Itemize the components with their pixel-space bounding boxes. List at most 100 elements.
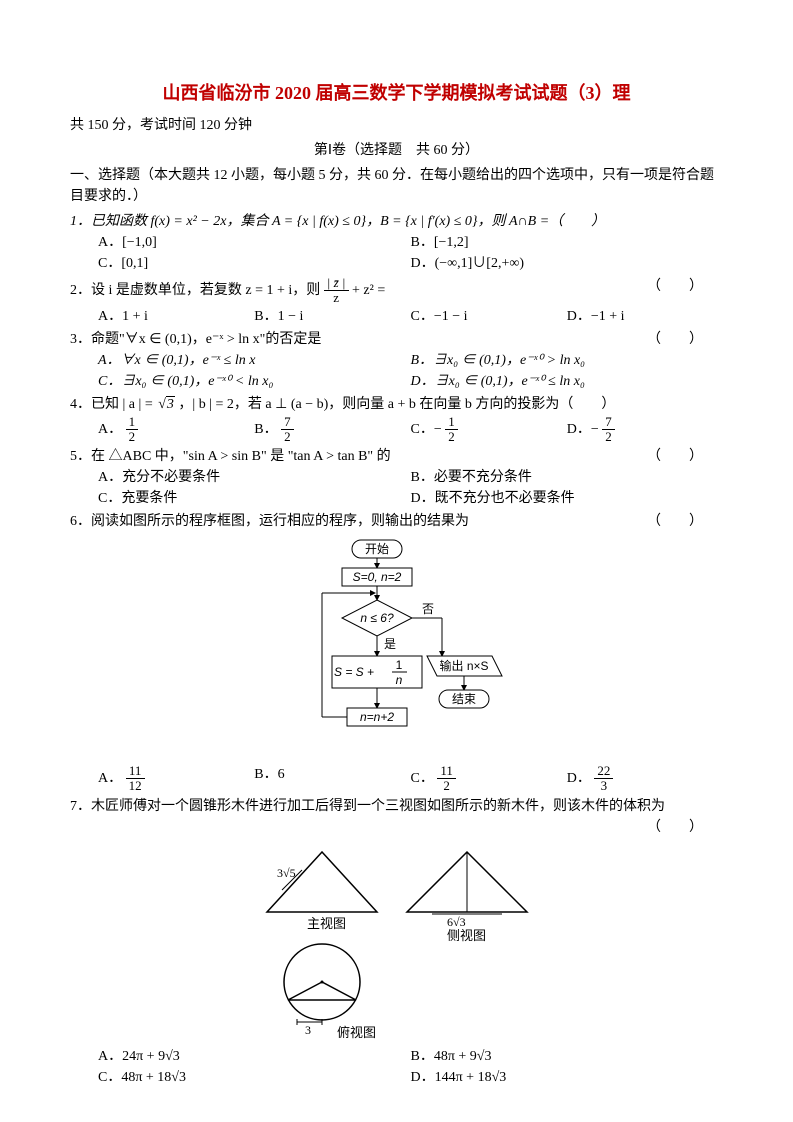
- q4-b-label: B．: [254, 422, 277, 437]
- q1-opt-d: D．(−∞,1]∪[2,+∞): [411, 253, 724, 274]
- section-1-header: 第Ⅰ卷（选择题 共 60 分）: [70, 140, 723, 161]
- q4-d-label: D．−: [567, 422, 599, 437]
- q4-b-num: 7: [281, 415, 294, 430]
- q7-opt-d: D．144π + 18√3: [411, 1067, 724, 1088]
- q4-d-num: 7: [602, 415, 615, 430]
- q2-opt-b: B．1 − i: [254, 306, 410, 327]
- q1-text: 1．已知函数 f(x) = x² − 2x，集合 A = {x | f(x) ≤…: [70, 214, 605, 229]
- q4-a-label: A．: [98, 422, 122, 437]
- svg-text:n=n+2: n=n+2: [359, 710, 393, 724]
- q7-opt-c: C．48π + 18√3: [98, 1067, 411, 1088]
- q5-blank: （ ）: [647, 446, 703, 467]
- question-6: 6．阅读如图所示的程序框图，运行相应的程序，则输出的结果为 （ ） 开始 S=0…: [70, 511, 723, 794]
- q4-c-num: 1: [445, 415, 458, 430]
- q4-c-label: C．−: [411, 422, 442, 437]
- q3-text: 3．命题"∀x ∈ (0,1)，e⁻ˣ > ln x"的否定是: [70, 332, 321, 347]
- three-view-svg: 3√5 主视图 6√3 侧视图 3 俯视图: [247, 842, 547, 1042]
- exam-info: 共 150 分，考试时间 120 分钟: [70, 115, 723, 136]
- svg-text:输出 n×S: 输出 n×S: [439, 658, 488, 673]
- svg-text:S = S +: S = S +: [333, 665, 373, 679]
- svg-text:结束: 结束: [451, 692, 475, 706]
- question-7: 7．木匠师傅对一个圆锥形木件进行加工后得到一个三视图如图所示的新木件，则该木件的…: [70, 796, 723, 1088]
- q5-opt-a: A．充分不必要条件: [98, 467, 411, 488]
- q6-text: 6．阅读如图所示的程序框图，运行相应的程序，则输出的结果为: [70, 514, 469, 529]
- q2-fraction: | z̄ |z: [324, 276, 349, 306]
- q4-opt-b: B． 72: [254, 415, 410, 445]
- svg-text:S=0, n=2: S=0, n=2: [352, 570, 401, 584]
- question-4: 4．已知 | a | = 3 ，| b | = 2，若 a ⊥ (a − b)，…: [70, 394, 723, 445]
- q4-c-den: 2: [445, 430, 458, 444]
- q2-text-b: + z² =: [352, 283, 385, 298]
- q7-three-views: 3√5 主视图 6√3 侧视图 3 俯视图: [70, 842, 723, 1042]
- q4-options: A． 12 B． 72 C．− 12 D．− 72: [70, 415, 723, 445]
- q6-d-label: D．: [567, 771, 591, 786]
- q6-a-num: 11: [126, 764, 145, 779]
- q2-opt-a: A．1 + i: [98, 306, 254, 327]
- question-5: 5．在 △ABC 中，"sin A > sin B" 是 "tan A > ta…: [70, 446, 723, 509]
- q2-options: A．1 + i B．1 − i C．−1 − i D．−1 + i: [70, 306, 723, 327]
- q6-flowchart: 开始 S=0, n=2 n ≤ 6? 是 否 S = S + 1 n 输出 n×…: [287, 538, 507, 758]
- q5-opt-b: B．必要不充分条件: [411, 467, 724, 488]
- q3-blank: （ ）: [647, 329, 703, 350]
- q4-opt-d: D．− 72: [567, 415, 723, 445]
- svg-text:开始: 开始: [364, 542, 388, 556]
- flowchart-svg: 开始 S=0, n=2 n ≤ 6? 是 否 S = S + 1 n 输出 n×…: [287, 538, 507, 758]
- q4-opt-a: A． 12: [98, 415, 254, 445]
- q1-opt-c: C．[0,1]: [98, 253, 411, 274]
- svg-text:俯视图: 俯视图: [337, 1025, 376, 1040]
- q6-a-label: A．: [98, 771, 122, 786]
- q7-opt-a: A．24π + 9√3: [98, 1046, 411, 1067]
- question-3: 3．命题"∀x ∈ (0,1)，e⁻ˣ > ln x"的否定是 （ ） A．∀x…: [70, 329, 723, 392]
- question-2: 2．设 i 是虚数单位，若复数 z = 1 + i，则 | z̄ |z + z²…: [70, 276, 723, 327]
- q6-d-num: 22: [594, 764, 613, 779]
- q3-options-cd: C．∃x₀ ∈ (0,1)，e⁻ˣ⁰ < ln x₀ D．∃x₀ ∈ (0,1)…: [70, 371, 723, 392]
- q2-opt-c: C．−1 − i: [411, 306, 567, 327]
- q1-opt-a: A．[−1,0]: [98, 232, 411, 253]
- q4-text-a: 4．已知 | a | =: [70, 397, 156, 412]
- svg-text:n ≤ 6?: n ≤ 6?: [360, 611, 394, 625]
- q3-opt-d: D．∃x₀ ∈ (0,1)，e⁻ˣ⁰ ≤ ln x₀: [411, 371, 724, 392]
- q1-options-cd: C．[0,1] D．(−∞,1]∪[2,+∞): [70, 253, 723, 274]
- q6-blank: （ ）: [647, 511, 703, 532]
- q6-opt-c: C． 112: [411, 764, 567, 794]
- svg-text:n: n: [395, 673, 402, 687]
- svg-text:主视图: 主视图: [307, 916, 346, 931]
- q7-blank: （ ）: [647, 817, 703, 838]
- q4-a-num: 1: [126, 415, 139, 430]
- q4-text-b: ，| b | = 2，若 a ⊥ (a − b)，则向量 a + b 在向量 b…: [178, 397, 615, 412]
- q7-opt-b: B．48π + 9√3: [411, 1046, 724, 1067]
- q5-opt-c: C．充要条件: [98, 488, 411, 509]
- q6-opt-a: A． 1112: [98, 764, 254, 794]
- svg-text:3√5: 3√5: [277, 866, 296, 880]
- section-1-instruction: 一、选择题（本大题共 12 小题，每小题 5 分，共 60 分．在每小题给出的四…: [70, 165, 723, 207]
- q1-opt-b: B．[−1,2]: [411, 232, 724, 253]
- question-1: 1．已知函数 f(x) = x² − 2x，集合 A = {x | f(x) ≤…: [70, 211, 723, 274]
- q5-options-cd: C．充要条件 D．既不充分也不必要条件: [70, 488, 723, 509]
- svg-text:1: 1: [395, 658, 402, 672]
- q5-options-ab: A．充分不必要条件 B．必要不充分条件: [70, 467, 723, 488]
- svg-text:侧视图: 侧视图: [447, 928, 486, 943]
- q2-text-a: 2．设 i 是虚数单位，若复数 z = 1 + i，则: [70, 283, 324, 298]
- q5-opt-d: D．既不充分也不必要条件: [411, 488, 724, 509]
- q3-opt-a: A．∀x ∈ (0,1)，e⁻ˣ ≤ ln x: [98, 350, 411, 371]
- q2-blank: （ ）: [647, 276, 703, 297]
- q4-b-den: 2: [281, 430, 294, 444]
- q6-d-den: 3: [594, 779, 613, 793]
- q7-options-ab: A．24π + 9√3 B．48π + 9√3: [70, 1046, 723, 1067]
- q6-opt-d: D． 223: [567, 764, 723, 794]
- q4-sqrt: 3: [156, 394, 175, 415]
- q6-c-den: 2: [437, 779, 456, 793]
- q6-c-num: 11: [437, 764, 456, 779]
- page-title: 山西省临汾市 2020 届高三数学下学期模拟考试试题（3）理: [70, 80, 723, 107]
- svg-text:是: 是: [384, 637, 396, 651]
- svg-text:6√3: 6√3: [447, 915, 466, 929]
- q7-text: 7．木匠师傅对一个圆锥形木件进行加工后得到一个三视图如图所示的新木件，则该木件的…: [70, 799, 665, 814]
- q6-options: A． 1112 B．6 C． 112 D． 223: [70, 764, 723, 794]
- q4-a-den: 2: [126, 430, 139, 444]
- q4-d-den: 2: [602, 430, 615, 444]
- q5-text: 5．在 △ABC 中，"sin A > sin B" 是 "tan A > ta…: [70, 449, 391, 464]
- q1-options: A．[−1,0] B．[−1,2]: [70, 232, 723, 253]
- q6-opt-b: B．6: [254, 764, 410, 794]
- q6-c-label: C．: [411, 771, 434, 786]
- q3-options-ab: A．∀x ∈ (0,1)，e⁻ˣ ≤ ln x B．∃x₀ ∈ (0,1)，e⁻…: [70, 350, 723, 371]
